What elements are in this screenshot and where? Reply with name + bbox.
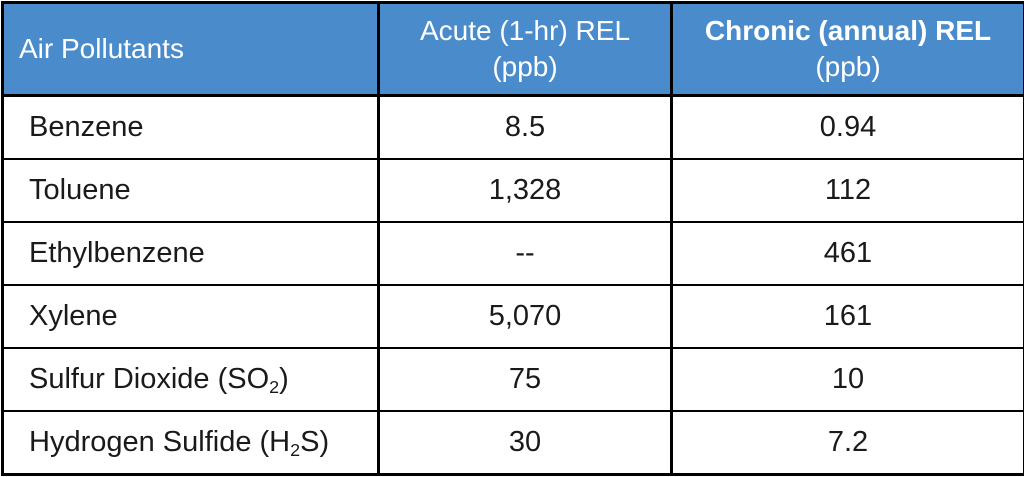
chronic-value-cell: 7.2 [670,410,1024,476]
acute-value-cell: 5,070 [377,284,673,349]
header-acute-rel: Acute (1-hr) REL (ppb) [377,1,673,97]
chronic-value-cell: 161 [670,284,1024,349]
header-chronic-rel: Chronic (annual) REL (ppb) [670,1,1024,97]
pollutant-name-cell: Toluene [1,158,380,223]
pollutant-name-cell: Benzene [1,94,380,160]
table-row-toluene: Toluene 1,328 112 [1,158,1024,223]
table-row-xylene: Xylene 5,070 161 [1,284,1024,349]
table-row-sulfur-dioxide: Sulfur Dioxide (SO2) 75 10 [1,347,1024,412]
chronic-value-cell: 10 [670,347,1024,412]
pollutant-name-cell: Xylene [1,284,380,349]
chronic-value-cell: 461 [670,221,1024,286]
acute-value-cell: 75 [377,347,673,412]
header-air-pollutants: Air Pollutants [1,1,380,97]
acute-value-cell: -- [377,221,673,286]
table-header-row: Air Pollutants Acute (1-hr) REL (ppb) Ch… [1,1,1024,97]
chronic-value-cell: 0.94 [670,94,1024,160]
pollutant-name-cell: Ethylbenzene [1,221,380,286]
table-row-benzene: Benzene 8.5 0.94 [1,94,1024,160]
acute-value-cell: 8.5 [377,94,673,160]
header-acute-rel-unit: (ppb) [492,51,558,82]
acute-value-cell: 30 [377,410,673,476]
header-air-pollutants-label: Air Pollutants [19,33,184,64]
header-acute-rel-title: Acute (1-hr) REL [419,15,631,46]
pollutant-name-cell: Sulfur Dioxide (SO2) [1,347,380,412]
pollutant-name-cell: Hydrogen Sulfide (H2S) [1,410,380,476]
header-chronic-rel-unit: (ppb) [815,51,881,82]
acute-value-cell: 1,328 [377,158,673,223]
chronic-value-cell: 112 [670,158,1024,223]
table-row-hydrogen-sulfide: Hydrogen Sulfide (H2S) 30 7.2 [1,410,1024,476]
table-row-ethylbenzene: Ethylbenzene -- 461 [1,221,1024,286]
header-chronic-rel-title: Chronic (annual) REL [704,15,992,46]
